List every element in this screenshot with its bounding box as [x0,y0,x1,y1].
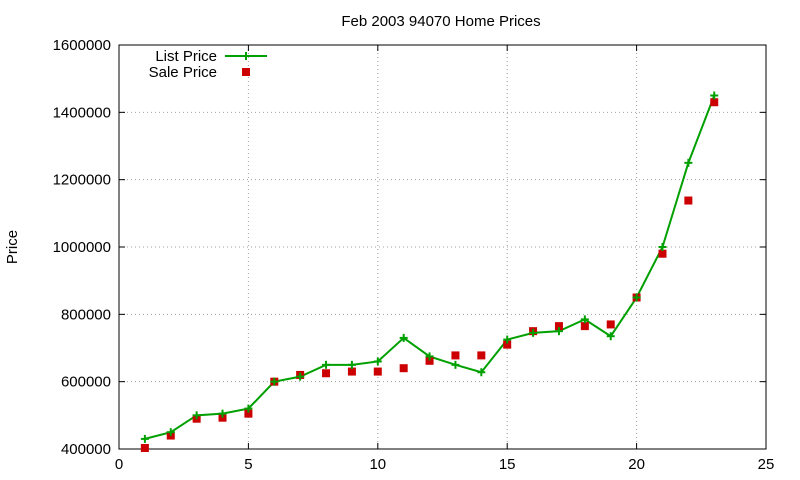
sale-price-point [425,356,434,365]
sale-price-point [244,409,253,418]
legend-marker-sale-price [242,68,250,76]
list-price-point [710,91,719,100]
series-layer [140,91,719,452]
sale-price-point [218,413,227,422]
list-price-point [322,360,331,369]
sale-price-point [140,443,149,452]
legend-label-list-price: List Price [155,48,217,65]
sale-price-point [710,98,719,107]
chart-title: Feb 2003 94070 Home Prices [341,13,540,30]
y-tick-label: 600000 [61,374,111,391]
axis-ticks: 0 5 10 15 20 25 400000 600000 800000 1000000 12000… [53,37,775,473]
sale-price-point [322,369,331,378]
y-tick-label: 400000 [61,441,111,458]
list-price-line [144,95,716,440]
list-price-point [192,411,201,420]
sale-price-point [658,249,667,258]
legend-label-sale-price: Sale Price [149,64,217,81]
plot-frame [118,44,767,450]
list-price-point [477,368,486,377]
sale-price-point [684,196,693,205]
sale-price-point [554,322,563,331]
list-price-point [684,158,693,167]
list-price-point [296,372,305,381]
list-price-point [140,434,149,443]
sale-price-point [451,351,460,360]
list-price-point [451,360,460,369]
y-tick-label: 1400000 [53,104,111,121]
list-price-point [166,428,175,437]
list-price-point [632,293,641,302]
x-tick-label: 15 [499,456,516,473]
x-tick-label: 20 [628,456,645,473]
list-price-point [244,404,253,413]
list-price-point [554,327,563,336]
sale-price-point [580,322,589,331]
y-tick-label: 1600000 [53,37,111,54]
x-tick-label: 25 [758,456,775,473]
sale-price-point [503,340,512,349]
y-axis-label: Price [4,230,21,264]
list-price-point [399,333,408,342]
list-price-point [606,332,615,341]
list-price-point [347,360,356,369]
list-price-point [658,243,667,251]
x-tick-label: 5 [244,456,252,473]
legend: List Price Sale Price [149,48,267,81]
list-price-point [270,377,279,386]
list-price-point [425,352,434,361]
sale-price-point [606,320,615,329]
y-tick-label: 1000000 [53,239,111,256]
y-tick-label: 1200000 [53,172,111,189]
sale-price-point [373,367,382,376]
list-price-point [373,357,382,366]
list-price-point [218,409,227,418]
y-tick-label: 800000 [61,306,111,323]
x-tick-label: 10 [369,456,386,473]
grid-lines [119,45,766,449]
sale-price-point [477,351,486,360]
list-price-point [529,328,538,337]
sale-price-point [399,364,408,373]
sale-price-point [347,367,356,376]
x-tick-label: 0 [115,456,123,473]
list-price-point [503,335,512,344]
list-price-point [580,315,589,324]
